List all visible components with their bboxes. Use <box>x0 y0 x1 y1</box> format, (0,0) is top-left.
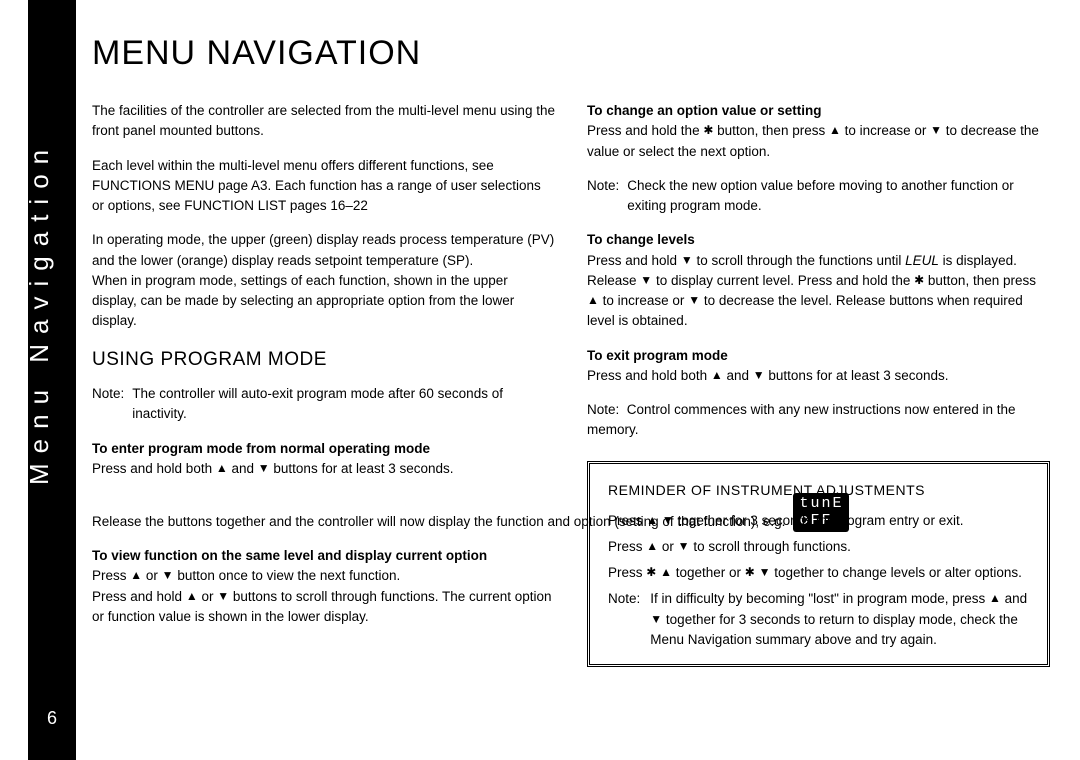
up-triangle-icon: ▲ <box>587 291 599 309</box>
operating-text-1: In operating mode, the upper (green) dis… <box>92 232 554 267</box>
enter-line-1: Press and hold both ▲ and ▼ buttons for … <box>92 461 454 476</box>
note-text: Check the new option value before moving… <box>627 176 1050 217</box>
change-line: Press and hold the ✱ button, then press … <box>587 123 1039 158</box>
operating-text-2: When in program mode, settings of each f… <box>92 273 514 329</box>
down-triangle-icon: ▼ <box>930 121 942 139</box>
intro-para-1: The facilities of the controller are sel… <box>92 101 555 142</box>
down-triangle-icon: ▼ <box>162 566 174 584</box>
reminder-line-1: Press ▲ ▼ together for 3 seconds for pro… <box>608 511 1029 531</box>
up-triangle-icon: ▲ <box>829 121 841 139</box>
down-triangle-icon: ▼ <box>753 366 765 384</box>
change-heading: To change an option value or setting <box>587 103 822 118</box>
reminder-box: REMINDER OF INSTRUMENT ADJUSTMENTS Press… <box>587 461 1050 668</box>
view-function-block: To view function on the same level and d… <box>92 546 555 627</box>
reminder-title: REMINDER OF INSTRUMENT ADJUSTMENTS <box>608 480 1029 501</box>
up-triangle-icon: ▲ <box>130 566 142 584</box>
star-icon: ✱ <box>646 563 656 581</box>
up-triangle-icon: ▲ <box>646 511 658 529</box>
change-levels-block: To change levels Press and hold ▼ to scr… <box>587 230 1050 331</box>
note-label: Note: <box>92 384 124 425</box>
columns: The facilities of the controller are sel… <box>92 101 1050 667</box>
reminder-note: Note: If in difficulty by becoming "lost… <box>608 589 1029 650</box>
down-triangle-icon: ▼ <box>662 511 674 529</box>
down-triangle-icon: ▼ <box>217 587 229 605</box>
star-icon: ✱ <box>914 271 924 289</box>
change-option-block: To change an option value or setting Pre… <box>587 101 1050 162</box>
side-label: Menu Navigation <box>24 433 55 485</box>
autoexit-note: Note: The controller will auto-exit prog… <box>92 384 555 425</box>
exit-heading: To exit program mode <box>587 348 728 363</box>
lcd-example-row: Release the buttons together and the con… <box>92 493 555 532</box>
up-triangle-icon: ▲ <box>660 563 672 581</box>
levels-line: Press and hold ▼ to scroll through the f… <box>587 253 1036 329</box>
exit-line: Press and hold both ▲ and ▼ buttons for … <box>587 368 949 383</box>
view-line-2: Press and hold ▲ or ▼ buttons to scroll … <box>92 589 552 624</box>
note-text: The controller will auto-exit program mo… <box>132 384 555 425</box>
note-text: Control commences with any new instructi… <box>587 402 1016 437</box>
down-triangle-icon: ▼ <box>688 291 700 309</box>
down-triangle-icon: ▼ <box>681 251 693 269</box>
note-label: Note: <box>587 402 619 417</box>
content-area: MENU NAVIGATION The facilities of the co… <box>92 34 1050 667</box>
up-triangle-icon: ▲ <box>216 459 228 477</box>
enter-heading: To enter program mode from normal operat… <box>92 441 430 456</box>
column-left: The facilities of the controller are sel… <box>92 101 555 667</box>
change-note: Note: Check the new option value before … <box>587 176 1050 217</box>
page-title: MENU NAVIGATION <box>92 34 1050 73</box>
view-line-1: Press ▲ or ▼ button once to view the nex… <box>92 568 400 583</box>
leul-italic: LEUL <box>905 253 939 268</box>
note-label: Note: <box>587 176 619 217</box>
exit-note: Note: Control commences with any new ins… <box>587 400 1050 441</box>
page-number: 6 <box>28 708 76 729</box>
up-triangle-icon: ▲ <box>989 589 1001 607</box>
down-triangle-icon: ▼ <box>678 537 690 555</box>
star-icon: ✱ <box>745 563 755 581</box>
column-right: To change an option value or setting Pre… <box>587 101 1050 667</box>
exit-block: To exit program mode Press and hold both… <box>587 346 1050 387</box>
up-triangle-icon: ▲ <box>646 537 658 555</box>
reminder-line-3: Press ✱ ▲ together or ✱ ▼ together to ch… <box>608 563 1029 583</box>
levels-heading: To change levels <box>587 232 695 247</box>
up-triangle-icon: ▲ <box>186 587 198 605</box>
manual-page: Menu Navigation 6 MENU NAVIGATION The fa… <box>0 0 1080 760</box>
view-heading: To view function on the same level and d… <box>92 548 487 563</box>
using-program-mode-heading: USING PROGRAM MODE <box>92 346 555 375</box>
reminder-note-text: If in difficulty by becoming "lost" in p… <box>650 589 1029 650</box>
operating-para-1: In operating mode, the upper (green) dis… <box>92 230 555 331</box>
up-triangle-icon: ▲ <box>711 366 723 384</box>
down-triangle-icon: ▼ <box>650 610 662 628</box>
star-icon: ✱ <box>703 121 713 139</box>
down-triangle-icon: ▼ <box>759 563 771 581</box>
note-label: Note: <box>608 589 640 650</box>
down-triangle-icon: ▼ <box>640 271 652 289</box>
down-triangle-icon: ▼ <box>258 459 270 477</box>
reminder-line-2: Press ▲ or ▼ to scroll through functions… <box>608 537 1029 557</box>
enter-program-block: To enter program mode from normal operat… <box>92 439 555 480</box>
intro-para-2: Each level within the multi-level menu o… <box>92 156 555 217</box>
